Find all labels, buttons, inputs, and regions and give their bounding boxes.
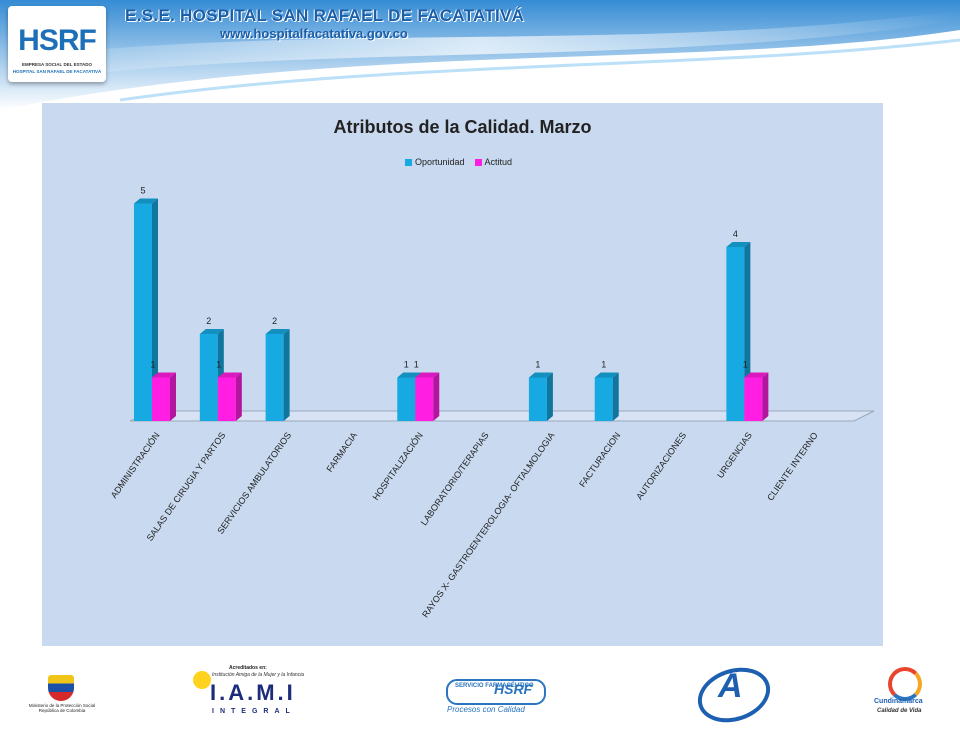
logo-text: HSRF bbox=[18, 24, 97, 57]
bar-top-oportunidad-6 bbox=[528, 372, 553, 378]
servicio-farmaceutico-hsrf: HSRF bbox=[494, 681, 533, 697]
bar-top-oportunidad-1 bbox=[199, 329, 224, 334]
data-label-actitud-0: 1 bbox=[150, 360, 155, 370]
category-label-10: CLIENTE INTERNO bbox=[765, 430, 820, 502]
data-label-oportunidad-4: 1 bbox=[404, 360, 409, 370]
cundinamarca-name: Cundinamarca bbox=[874, 698, 923, 705]
category-label-5: LABORATORIO/TERAPIAS bbox=[419, 430, 491, 527]
category-label-4: HOSPITALIZACIÓN bbox=[371, 430, 425, 502]
hospital-logo: HSRF EMPRESA SOCIAL DEL ESTADO HOSPITAL … bbox=[8, 6, 106, 82]
bar-side-oportunidad-2 bbox=[283, 329, 290, 421]
bar-top-oportunidad-2 bbox=[265, 329, 290, 334]
bar-side-oportunidad-0 bbox=[152, 198, 158, 421]
data-label-oportunidad-1: 2 bbox=[206, 316, 211, 326]
logo-subtitle-2: HOSPITAL SAN RAFAEL DE FACATATIVÁ bbox=[12, 69, 102, 74]
legend-swatch-actitud bbox=[474, 158, 482, 166]
category-label-0: ADMINISTRACIÓN bbox=[109, 430, 162, 500]
data-label-actitud-1: 1 bbox=[216, 360, 221, 370]
bar-top-actitud-4 bbox=[415, 372, 440, 378]
bar-actitud-4 bbox=[415, 377, 434, 421]
bar-top-oportunidad-7 bbox=[594, 372, 619, 378]
legend-item-actitud: Actitud bbox=[474, 157, 513, 167]
data-label-oportunidad-9: 4 bbox=[733, 229, 738, 239]
data-label-oportunidad-2: 2 bbox=[272, 316, 277, 326]
logo-subtitle-1: EMPRESA SOCIAL DEL ESTADO bbox=[21, 62, 93, 67]
smiley-icon bbox=[193, 671, 211, 689]
bar-oportunidad-2 bbox=[265, 334, 284, 421]
legend-label-actitud: Actitud bbox=[484, 157, 513, 167]
category-label-8: AUTORIZACIONES bbox=[634, 430, 688, 501]
category-label-3: FARMACIA bbox=[325, 430, 360, 473]
ministerio-text: Ministerio de la Protección Social Repúb… bbox=[28, 703, 96, 713]
bar-oportunidad-1 bbox=[199, 334, 218, 421]
data-label-oportunidad-7: 1 bbox=[601, 360, 606, 370]
bar-top-oportunidad-9 bbox=[726, 242, 751, 247]
data-label-actitud-4: 1 bbox=[414, 360, 419, 370]
bar-top-actitud-0 bbox=[152, 372, 176, 378]
cundinamarca-swirl-icon bbox=[888, 667, 922, 701]
data-label-actitud-9: 1 bbox=[743, 360, 748, 370]
iami-integral: INTEGRAL bbox=[212, 708, 296, 715]
bar-top-oportunidad-4 bbox=[397, 372, 422, 378]
legend-swatch-oportunidad bbox=[405, 158, 412, 166]
header-background bbox=[0, 0, 960, 110]
chart-panel: 5 2 2 1 1 1 4 1 1 1 1 ADMINISTRACIÓN SALAS DE CIRUGI… bbox=[42, 103, 883, 646]
bar-side-actitud-0 bbox=[170, 372, 176, 421]
bar-oportunidad-9 bbox=[726, 247, 745, 421]
colombia-shield-icon bbox=[48, 675, 74, 701]
hospital-url[interactable]: www.hospitalfacatativa.gov.co bbox=[220, 26, 408, 41]
servicio-farmaceutico-text: SERVICIO FARMACÉUTICO bbox=[455, 683, 534, 689]
bar-oportunidad-4 bbox=[397, 377, 416, 421]
accreditation-a-logo: A bbox=[718, 667, 743, 705]
data-label-oportunidad-6: 1 bbox=[535, 360, 540, 370]
category-label-1: SALAS DE CIRUGIA Y PARTOS bbox=[145, 430, 228, 542]
iami-logo-text: I.A.M.I bbox=[210, 680, 296, 705]
bar-actitud-0 bbox=[152, 377, 170, 421]
hospital-title: E.S.E. HOSPITAL SAN RAFAEL DE FACATATIVÁ bbox=[125, 6, 525, 25]
legend-item-oportunidad: Oportunidad bbox=[405, 157, 465, 167]
bar-oportunidad-0 bbox=[134, 203, 152, 421]
cundinamarca-slogan: Calidad de Vida bbox=[877, 708, 922, 714]
bar-actitud-9 bbox=[744, 377, 763, 421]
servicio-farmaceutico-badge bbox=[446, 679, 546, 705]
category-label-6: RAYOS X- GASTROENTEROLOGIA- OFTALMOLOGIA bbox=[420, 430, 557, 619]
bar-oportunidad-7 bbox=[594, 377, 613, 421]
data-label-oportunidad-0: 5 bbox=[140, 186, 145, 196]
bar-side-oportunidad-6 bbox=[546, 372, 553, 421]
bar-top-oportunidad-0 bbox=[134, 198, 158, 204]
bar-side-actitud-4 bbox=[433, 372, 440, 421]
iami-institution: Institución Amiga de la Mujer y la Infan… bbox=[212, 672, 305, 678]
bar-top-actitud-1 bbox=[217, 372, 242, 378]
bar-side-actitud-9 bbox=[762, 372, 769, 421]
bar-actitud-1 bbox=[217, 377, 236, 421]
iami-accredited: Acreditados en: bbox=[229, 665, 267, 671]
bar-side-actitud-1 bbox=[235, 372, 242, 421]
category-label-9: URGENCIAS bbox=[715, 430, 754, 480]
category-label-7: FACTURACION bbox=[577, 430, 622, 489]
chart-legend: Oportunidad Actitud bbox=[405, 157, 512, 167]
servicio-farmaceutico-tagline: Procesos con Calidad bbox=[447, 705, 525, 714]
category-label-2: SERVICIOS AMBULATORIOS bbox=[215, 430, 293, 535]
bar-top-actitud-9 bbox=[744, 372, 769, 378]
chart-title: Atributos de la Calidad. Marzo bbox=[333, 117, 592, 137]
footer-logos: Ministerio de la Protección Social Repúb… bbox=[0, 655, 960, 731]
legend-label-oportunidad: Oportunidad bbox=[415, 157, 465, 167]
bar-side-oportunidad-7 bbox=[612, 372, 619, 421]
bar-oportunidad-6 bbox=[528, 377, 547, 421]
